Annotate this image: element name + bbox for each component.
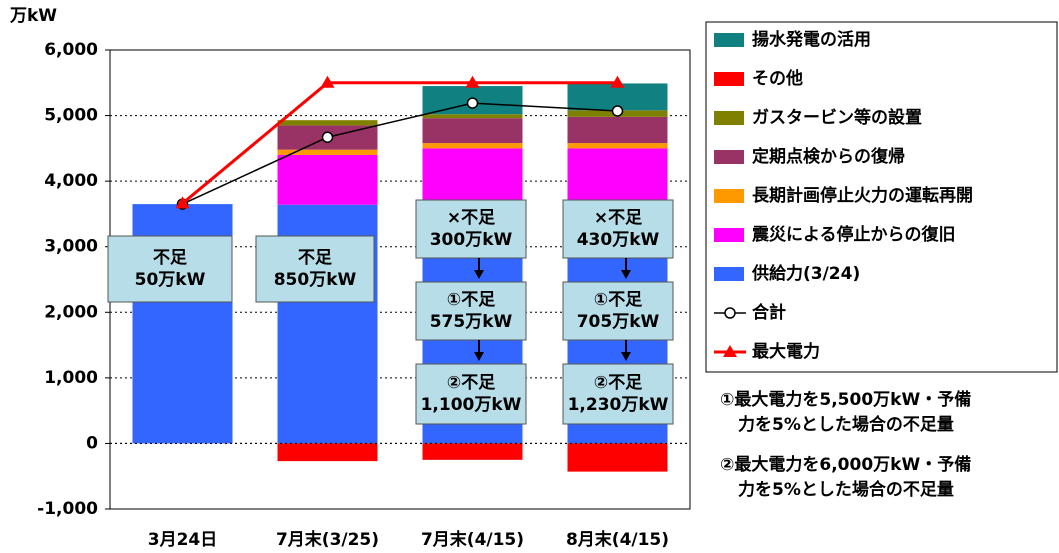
note: 力を5%とした場合の不足量 <box>738 479 954 500</box>
annotation-text: ②不足 <box>447 373 495 393</box>
legend-label: その他 <box>752 68 803 89</box>
legend-label: 最大電力 <box>752 341 820 362</box>
note: 力を5%とした場合の不足量 <box>738 414 954 435</box>
legend-swatch <box>714 189 744 203</box>
annotation-text: 850万kW <box>274 270 357 290</box>
bar-segment <box>422 148 523 205</box>
legend-swatch <box>714 228 744 242</box>
annotation-text: 430万kW <box>577 230 660 250</box>
legend-frame <box>705 21 1058 373</box>
legend-marker <box>724 307 736 319</box>
bar-segment <box>422 114 523 119</box>
bar-segment <box>277 149 378 155</box>
bar-segment <box>567 116 668 144</box>
annotation-text: ×不足 <box>447 208 495 228</box>
bar-segment <box>277 120 378 126</box>
y-tick-label: 0 <box>86 433 98 453</box>
line-point <box>610 75 625 88</box>
y-tick-label: -1,000 <box>37 499 98 519</box>
annotation-box <box>562 199 674 259</box>
y-tick-label: 3,000 <box>44 237 98 257</box>
annotation-text: ×不足 <box>594 208 642 228</box>
annotation-box <box>255 235 375 303</box>
legend-label: 供給力(3/24) <box>751 263 860 284</box>
x-tick-label: 7月末(4/15) <box>421 529 524 550</box>
legend-label: ガスタービン等の設置 <box>752 107 922 128</box>
legend-label: 定期点検からの復帰 <box>752 146 905 167</box>
bar-segment <box>567 443 668 472</box>
annotation-text: 1,230万kW <box>568 395 669 415</box>
y-tick-label: 4,000 <box>44 171 98 191</box>
line <box>182 102 618 205</box>
arrow-head <box>621 352 631 361</box>
arrow-head <box>474 352 484 361</box>
annotation-text: 不足 <box>298 248 332 268</box>
bar-segment <box>567 143 668 149</box>
annotation-box <box>415 363 527 425</box>
annotation-text: 不足 <box>153 248 187 268</box>
arrow-head <box>474 270 484 279</box>
annotation-text: 50万kW <box>135 270 206 290</box>
bar-segment <box>422 143 523 149</box>
y-tick-label: 2,000 <box>44 302 98 322</box>
arrow-head <box>621 270 631 279</box>
y-tick-label: 6,000 <box>44 40 98 60</box>
x-tick-label: 3月24日 <box>148 530 218 550</box>
annotation-box <box>107 235 233 303</box>
line-point <box>320 75 335 88</box>
legend-label: 震災による停止からの復旧 <box>751 224 956 245</box>
annotation-box <box>415 281 527 341</box>
line-point <box>465 75 480 88</box>
annotation-box <box>415 199 527 259</box>
line-point <box>321 131 334 143</box>
note: ①最大電力を5,500万kW・予備 <box>720 389 971 410</box>
line-point <box>611 105 624 117</box>
annotation-text: ②不足 <box>594 373 642 393</box>
annotation-text: 300万kW <box>430 230 513 250</box>
line <box>181 81 618 205</box>
legend-label: 揚水発電の活用 <box>752 29 871 50</box>
bar-segment <box>277 154 378 205</box>
y-tick-label: 5,000 <box>44 106 98 126</box>
bar-segment <box>567 148 668 205</box>
bar-segment <box>277 443 378 462</box>
note: ②最大電力を6,000万kW・予備 <box>720 454 971 475</box>
x-tick-label: 8月末(4/15) <box>566 529 669 550</box>
line-point <box>175 196 190 209</box>
legend-label: 長期計画停止火力の運転再開 <box>752 185 973 206</box>
annotation-box <box>562 363 674 425</box>
legend-marker <box>723 345 737 357</box>
annotation-text: 1,100万kW <box>421 395 522 415</box>
x-tick-label: 7月末(3/25) <box>276 529 379 550</box>
legend-swatch <box>714 111 744 125</box>
y-axis-label: 万kW <box>9 6 57 26</box>
annotation-text: 705万kW <box>577 312 660 332</box>
legend-swatch <box>714 267 744 281</box>
bar-segment <box>422 118 523 144</box>
legend-swatch <box>714 150 744 164</box>
legend-swatch <box>714 72 744 86</box>
annotation-text: 575万kW <box>430 312 513 332</box>
legend-label: 合計 <box>752 302 786 323</box>
bar-segment <box>422 443 523 460</box>
annotation-text: ①不足 <box>447 290 495 310</box>
annotation-box <box>562 281 674 341</box>
y-tick-label: 1,000 <box>44 368 98 388</box>
annotation-text: ①不足 <box>594 290 642 310</box>
line-point <box>466 97 479 109</box>
legend-swatch <box>714 33 744 47</box>
